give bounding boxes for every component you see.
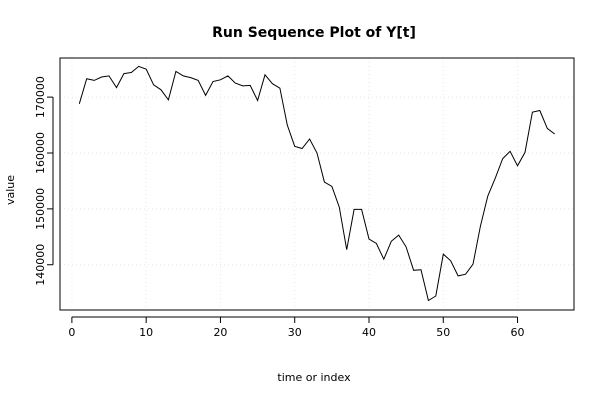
x-tick-label-3: 30 xyxy=(288,326,302,339)
grid-lines xyxy=(60,58,574,310)
y-tick-label-1: 150000 xyxy=(34,188,47,230)
x-tick-label-1: 10 xyxy=(139,326,153,339)
y-axis-label: value xyxy=(4,175,17,205)
series-line xyxy=(78,65,556,302)
plot-frame xyxy=(59,57,575,311)
x-axis-label: time or index xyxy=(277,371,351,384)
x-tick-label-0: 0 xyxy=(68,326,75,339)
x-tick-label-5: 50 xyxy=(436,326,450,339)
x-axis: 0 10 20 30 40 50 60 xyxy=(68,316,525,339)
y-tick-label-2: 160000 xyxy=(34,132,47,174)
chart-title: Run Sequence Plot of Y[t] xyxy=(212,25,416,41)
y-tick-label-0: 140000 xyxy=(34,244,47,286)
y-tick-label-3: 170000 xyxy=(34,76,47,118)
y-axis: 140000 150000 160000 170000 xyxy=(34,76,54,286)
x-tick-label-2: 20 xyxy=(213,326,227,339)
x-tick-label-4: 40 xyxy=(362,326,376,339)
x-tick-label-6: 60 xyxy=(511,326,525,339)
